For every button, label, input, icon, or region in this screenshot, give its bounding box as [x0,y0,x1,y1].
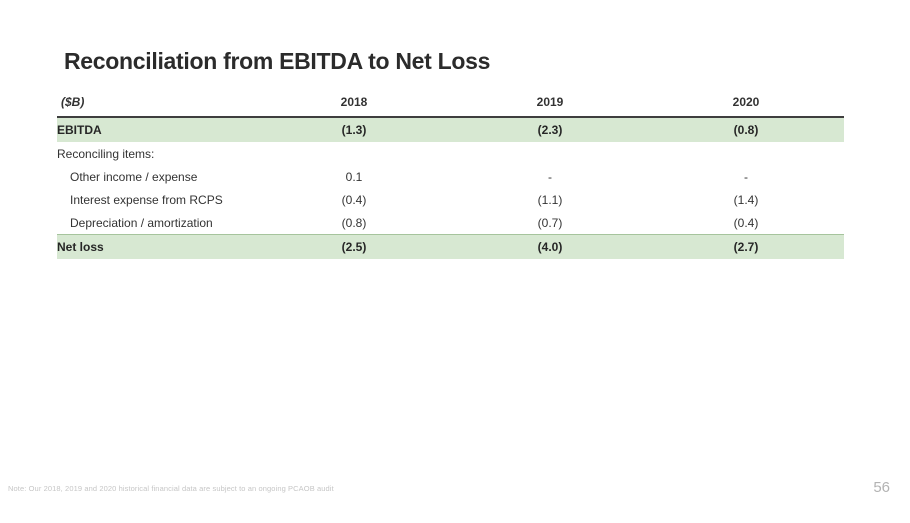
page-title: Reconciliation from EBITDA to Net Loss [64,48,491,74]
cell-value: (2.7) [648,234,844,259]
cell-value: (0.8) [648,117,844,142]
table-row-interest-expense: Interest expense from RCPS (0.4) (1.1) (… [57,188,844,211]
row-label: EBITDA [57,117,256,142]
row-label: Other income / expense [70,169,198,184]
table-row-depreciation: Depreciation / amortization (0.8) (0.7) … [57,211,844,235]
cell-value [452,142,648,165]
cell-value: 0.1 [345,169,363,184]
cell-value: (4.0) [452,234,648,259]
column-header-2019: 2019 [452,88,648,118]
table-row-ebitda: EBITDA (1.3) (2.3) (0.8) [57,117,844,142]
cell-value: (2.3) [452,117,648,142]
cell-value [648,142,844,165]
row-label: Reconciling items: [57,146,155,161]
footnote: Note: Our 2018, 2019 and 2020 historical… [8,484,334,493]
cell-value: (0.8) [341,215,367,230]
reconciliation-table-container: ($B) 2018 2019 2020 EBITDA (1.3) (2.3) (… [57,88,844,259]
cell-value: (1.4) [733,192,759,207]
cell-value: (0.7) [537,215,563,230]
column-header-2018: 2018 [256,88,452,118]
cell-value: (0.4) [341,192,367,207]
row-label: Interest expense from RCPS [70,192,223,207]
cell-value [256,142,452,165]
cell-value: (2.5) [256,234,452,259]
table-header-row: ($B) 2018 2019 2020 [57,88,844,118]
column-header-2020: 2020 [648,88,844,118]
cell-value: (1.3) [256,117,452,142]
table-row-reconciling-items: Reconciling items: [57,142,844,165]
table-row-other-income: Other income / expense 0.1 - - [57,165,844,188]
cell-value: - [548,169,552,184]
row-label: Depreciation / amortization [70,215,213,230]
table-row-net-loss: Net loss (2.5) (4.0) (2.7) [57,234,844,259]
cell-value: - [744,169,748,184]
row-label: Net loss [57,234,256,259]
page-number: 56 [873,479,890,496]
cell-value: (1.1) [537,192,563,207]
cell-value: (0.4) [733,215,759,230]
reconciliation-table: ($B) 2018 2019 2020 EBITDA (1.3) (2.3) (… [57,88,844,259]
unit-label: ($B) [57,88,256,118]
